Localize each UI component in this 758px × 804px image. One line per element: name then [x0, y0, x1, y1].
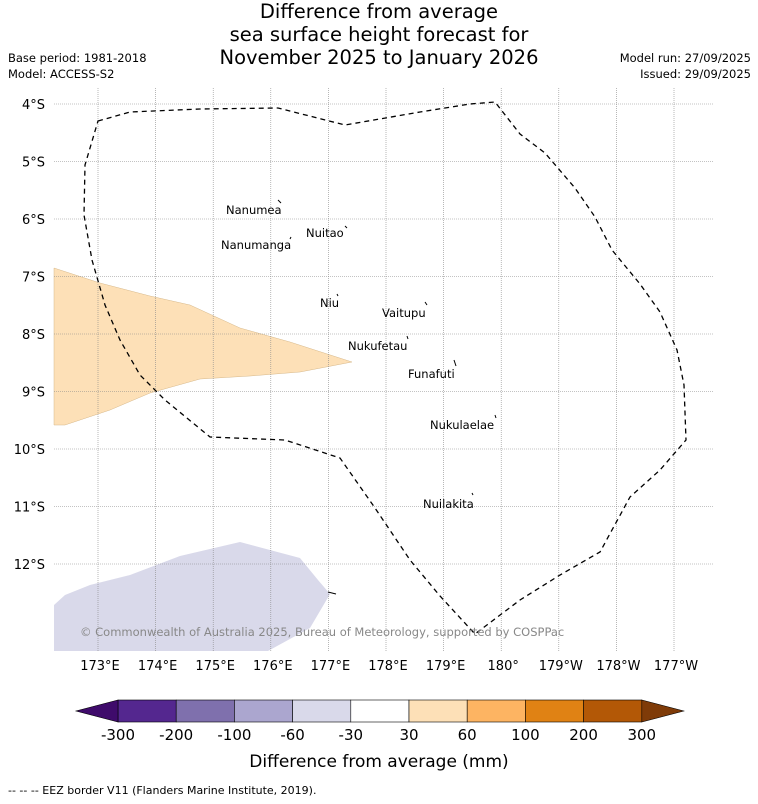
lon-tick-label: 175°E — [195, 659, 235, 674]
colorbar-tick-label: -60 — [280, 726, 305, 744]
lon-tick-label: 178°W — [596, 659, 640, 674]
eez-legend-note: -- -- -- EEZ border V11 (Flanders Marine… — [8, 784, 317, 797]
lon-tick-label: 176°E — [253, 659, 293, 674]
colorbar-tick-labels: -300 -200 -100 -60 -30 30 60 100 200 300 — [101, 726, 656, 744]
colorbar-segment — [234, 699, 293, 723]
colorbar-tick-label: -100 — [217, 726, 251, 744]
lon-tick-label: 178°E — [368, 659, 408, 674]
lon-tick-label: 177°W — [654, 659, 698, 674]
latitude-gridlines — [54, 103, 714, 565]
meta-right: Model run: 27/09/2025 Issued: 29/09/2025 — [620, 50, 751, 82]
lat-tick-label: 6°S — [22, 213, 45, 228]
title-line-3: November 2025 to January 2026 — [219, 46, 539, 69]
lat-tick-label: 10°S — [14, 443, 45, 458]
meta-left: Base period: 1981-2018 Model: ACCESS-S2 — [8, 50, 147, 82]
longitude-tick-labels: 173°E 174°E 175°E 176°E 177°E 178°E 179°… — [80, 659, 698, 674]
lon-tick-label: 179°E — [426, 659, 466, 674]
lon-tick-label: 180° — [488, 659, 519, 674]
copyright-note: © Commonwealth of Australia 2025, Bureau… — [80, 625, 564, 639]
lat-tick-label: 11°S — [14, 501, 45, 516]
colorbar-segment — [175, 699, 235, 723]
colorbar-tick-label: -200 — [159, 726, 193, 744]
island-mark — [453, 359, 457, 367]
colorbar-tick-label: 300 — [627, 726, 656, 744]
lat-tick-label: 4°S — [22, 98, 45, 113]
lat-tick-label: 9°S — [22, 386, 45, 401]
colorbar-tick-label: 30 — [399, 726, 418, 744]
island-mark — [494, 414, 497, 419]
island-mark — [424, 301, 428, 306]
island-label-vaitupu: Vaitupu — [382, 306, 426, 320]
colorbar-segment — [583, 699, 643, 723]
lon-tick-label: 174°E — [138, 659, 178, 674]
colorbar-tick-label: -300 — [101, 726, 135, 744]
island-label-nuilakita: Nuilakita — [423, 497, 474, 511]
title-line-1: Difference from average — [259, 0, 499, 23]
island-label-nanumea: Nanumea — [226, 203, 282, 217]
lon-tick-label: 173°E — [80, 659, 120, 674]
base-period: Base period: 1981-2018 — [8, 51, 147, 65]
island-mark — [277, 199, 282, 204]
model-run: Model run: 27/09/2025 — [619, 51, 751, 65]
island-mark — [344, 225, 348, 229]
colorbar-segment — [525, 699, 584, 723]
colorbar-tick-label: -30 — [339, 726, 364, 744]
island-label-nuitao: Nuitao — [306, 226, 344, 240]
lon-tick-label: 179°W — [539, 659, 583, 674]
lat-tick-label: 12°S — [14, 558, 45, 573]
issued-date: Issued: 29/09/2025 — [640, 67, 751, 81]
island-mark — [471, 492, 474, 496]
anomaly-region-negative — [54, 542, 330, 651]
anomaly-region-positive — [53, 267, 353, 426]
colorbar-segment — [350, 699, 410, 723]
colorbar-tick-label: 60 — [458, 726, 477, 744]
island-mark — [336, 293, 339, 297]
latitude-tick-labels: 4°S 5°S 6°S 7°S 8°S 9°S 10°S 11°S 12°S — [14, 98, 45, 573]
colorbar-extend-low — [74, 699, 119, 723]
lat-tick-label: 7°S — [22, 271, 45, 286]
island-markers — [277, 199, 497, 595]
lon-tick-label: 177°E — [311, 659, 351, 674]
island-label-nanumanga: Nanumanga — [221, 238, 291, 252]
lat-tick-label: 5°S — [22, 156, 45, 171]
colorbar-tick-label: 100 — [511, 726, 540, 744]
island-label-niu: Niu — [320, 296, 339, 310]
island-label-nukulaelae: Nukulaelae — [430, 418, 494, 432]
island-mark — [289, 236, 292, 240]
island-label-nukufetau: Nukufetau — [348, 339, 407, 353]
colorbar-segment — [408, 699, 468, 723]
eez-border — [83, 101, 687, 635]
colorbar-segment — [117, 699, 177, 723]
chart-title: Difference from average sea surface heig… — [0, 0, 758, 69]
model-name: Model: ACCESS-S2 — [8, 67, 115, 81]
colorbar-label: Difference from average (mm) — [249, 752, 508, 772]
island-mark — [406, 335, 409, 340]
title-line-2: sea surface height forecast for — [229, 23, 529, 46]
island-label-funafuti: Funafuti — [408, 367, 455, 381]
colorbar-segment — [292, 699, 352, 723]
lat-tick-label: 8°S — [22, 328, 45, 343]
colorbar-segment — [466, 699, 526, 723]
island-mark — [327, 591, 337, 595]
colorbar-tick-label: 200 — [569, 726, 598, 744]
colorbar — [74, 699, 685, 723]
colorbar-extend-high — [641, 699, 685, 723]
